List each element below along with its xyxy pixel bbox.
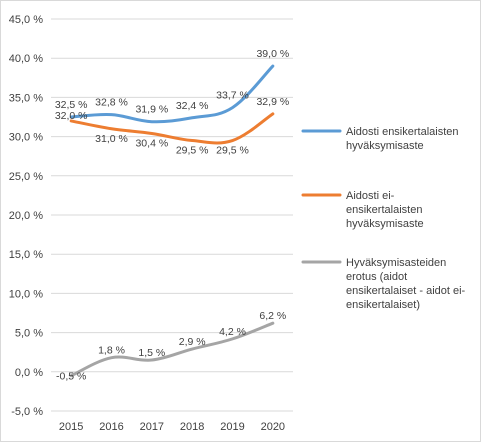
x-tick-label: 2017 bbox=[140, 421, 164, 433]
data-label: 1,5 % bbox=[138, 347, 165, 359]
y-tick-label: 15,0 % bbox=[9, 249, 43, 261]
data-label: 32,0 % bbox=[55, 110, 88, 122]
y-tick-label: 25,0 % bbox=[9, 171, 43, 183]
y-tick-label: -5,0 % bbox=[11, 406, 43, 418]
series-line-2 bbox=[69, 112, 275, 145]
data-label: 31,9 % bbox=[135, 104, 168, 116]
y-tick-label: 45,0 % bbox=[9, 14, 43, 26]
data-label: 29,5 % bbox=[216, 145, 249, 157]
series-line-3 bbox=[69, 321, 275, 378]
y-tick-label: 20,0 % bbox=[9, 210, 43, 222]
legend-label: ensikertalaisten bbox=[346, 204, 422, 216]
x-tick-label: 2019 bbox=[220, 421, 244, 433]
legend-label: ensikertalaiset) bbox=[346, 299, 420, 311]
data-label: 29,5 % bbox=[176, 145, 209, 157]
x-tick-label: 2015 bbox=[59, 421, 83, 433]
legend-label: hyväksymisaste bbox=[346, 218, 424, 230]
data-label: 32,9 % bbox=[256, 96, 289, 108]
data-label: 39,0 % bbox=[256, 48, 289, 60]
y-tick-label: 5,0 % bbox=[15, 328, 43, 340]
x-tick-label: 2016 bbox=[99, 421, 123, 433]
data-label: 32,5 % bbox=[55, 99, 88, 111]
series-line-1 bbox=[69, 64, 275, 124]
data-label: 6,2 % bbox=[259, 310, 286, 322]
data-label: 32,8 % bbox=[95, 97, 128, 109]
legend-label: Aidosti ensikertalaisten bbox=[346, 126, 459, 138]
y-tick-label: 40,0 % bbox=[9, 53, 43, 65]
data-label: 4,2 % bbox=[219, 326, 246, 338]
y-tick-label: 0,0 % bbox=[15, 367, 43, 379]
data-label: 33,7 % bbox=[216, 90, 249, 102]
y-tick-label: 10,0 % bbox=[9, 288, 43, 300]
data-label: 31,0 % bbox=[95, 133, 128, 145]
y-tick-label: 30,0 % bbox=[9, 132, 43, 144]
data-label: -0,5 % bbox=[56, 371, 86, 383]
x-tick-label: 2020 bbox=[261, 421, 285, 433]
data-label: 1,8 % bbox=[98, 345, 125, 357]
data-label: 32,4 % bbox=[176, 100, 209, 112]
legend-label: erotus (aidot bbox=[346, 271, 407, 283]
legend-label: Hyväksymisasteiden bbox=[346, 257, 446, 269]
legend-label: Aidosti ei- bbox=[346, 190, 395, 202]
data-label: 30,4 % bbox=[135, 137, 168, 149]
legend-label: hyväksymisaste bbox=[346, 140, 424, 152]
x-tick-label: 2018 bbox=[180, 421, 204, 433]
y-tick-label: 35,0 % bbox=[9, 92, 43, 104]
data-label: 2,9 % bbox=[179, 336, 206, 348]
legend-label: ensikertalaiset - aidot ei- bbox=[346, 285, 466, 297]
